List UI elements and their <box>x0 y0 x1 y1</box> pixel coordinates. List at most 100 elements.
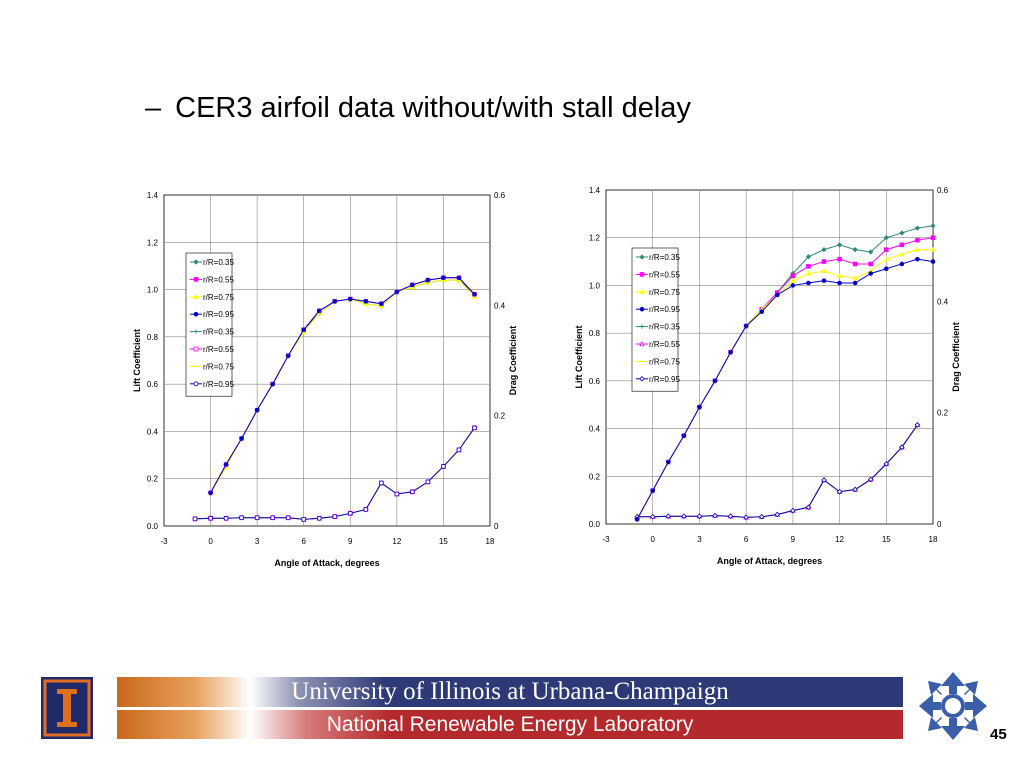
y-tick-label: 0.0 <box>589 520 601 529</box>
legend-entry: r/R=0.95 <box>649 305 680 314</box>
lift-data-point <box>852 280 858 286</box>
lift-data-point <box>790 273 796 279</box>
y2-tick-label: 0.2 <box>494 412 506 421</box>
drag-data-point <box>712 512 718 519</box>
lift-data-point <box>239 436 244 441</box>
lift-data-point <box>868 261 873 267</box>
chart-with-stall-delay: -3 0 3 6 9 12 15 18 0.0 0.2 0.4 0.6 0.8 1.0 1.2 1.4 0 0.2… <box>574 186 961 566</box>
drag-data-point <box>332 514 338 520</box>
x-tick-label: 6 <box>744 535 749 544</box>
drag-data-point <box>836 488 843 495</box>
drag-data-point <box>347 510 353 516</box>
legend-swatch-marker <box>193 381 199 387</box>
x-tick-label: 6 <box>301 537 306 546</box>
legend-swatch-marker <box>639 272 645 277</box>
x-tick-label: 9 <box>348 537 353 546</box>
lift-data-point <box>805 270 812 276</box>
y-tick-label: 0.8 <box>147 333 159 342</box>
legend-entry: r/R=0.75 <box>649 288 680 297</box>
lift-series <box>208 275 477 496</box>
legend-swatch-marker <box>639 376 645 382</box>
legend-entry: r/R=0.35 <box>203 328 234 337</box>
y-tick-label: 0.2 <box>147 475 159 484</box>
drag-series <box>634 422 921 521</box>
lift-data-point <box>270 381 275 387</box>
drag-data-point <box>472 425 477 431</box>
y-tick-label: 1.0 <box>147 286 159 295</box>
drag-data-point <box>363 507 369 512</box>
lift-data-point <box>759 309 764 314</box>
x-tick-label: -3 <box>160 537 168 546</box>
drag-data-point <box>208 515 213 521</box>
drag-data-point <box>410 489 415 495</box>
legend-swatch-marker <box>639 324 645 329</box>
drag-data-point <box>867 476 874 483</box>
y-tick-label: 0.6 <box>589 377 601 386</box>
lift-data-point <box>915 256 920 262</box>
lift-data-point <box>634 516 640 522</box>
drag-data-point <box>456 447 462 453</box>
x-axis-title: Angle of Attack, degrees <box>717 556 822 566</box>
drag-data-point <box>821 477 827 483</box>
y-tick-label: 0.6 <box>147 380 159 389</box>
legend-entry: r/R=0.55 <box>203 345 234 354</box>
y2-axis-title: Drag Coefficient <box>508 326 518 396</box>
drag-data-point <box>239 515 244 521</box>
drag-data-point <box>727 513 734 519</box>
chart-without-stall-delay: -3 0 3 6 9 12 15 18 0.0 0.2 0.4 0.6 0.8 1.0 1.2 1.4 0 0.2… <box>132 191 518 568</box>
y-tick-label: 1.4 <box>147 191 159 200</box>
lift-data-point <box>821 278 827 283</box>
lift-series <box>634 256 936 522</box>
lift-data-point <box>852 247 858 253</box>
drag-data-point <box>316 515 322 521</box>
banner-university: University of Illinois at Urbana-Champai… <box>117 677 903 707</box>
lift-series-line <box>210 277 475 494</box>
lift-data-point <box>806 264 811 269</box>
lift-data-point <box>301 327 306 333</box>
lift-data-point <box>899 251 905 257</box>
lift-data-point <box>868 271 873 276</box>
legend-swatch-marker <box>639 254 645 260</box>
lift-data-point <box>914 246 921 252</box>
lift-data-point <box>472 292 477 297</box>
legend-entry: r/R=0.35 <box>649 253 680 262</box>
lift-data-point <box>915 237 920 243</box>
y2-tick-label: 0.4 <box>937 297 949 306</box>
x-tick-label: 18 <box>929 535 938 544</box>
lift-data-point <box>899 261 905 267</box>
x-tick-label: 15 <box>439 537 448 546</box>
y-axis-title: Lift Coefficient <box>574 326 584 389</box>
y2-axis-title: Drag Coefficient <box>951 322 961 392</box>
legend: r/R=0.35 r/R=0.55 r/R=0.75 r/R=0.95 r/R=0.35… <box>631 247 680 392</box>
lift-data-point <box>208 490 213 496</box>
legend-entry: r/R=0.75 <box>203 362 234 371</box>
lift-data-point <box>821 259 827 264</box>
lift-data-point <box>883 256 889 262</box>
x-tick-label: 12 <box>835 535 844 544</box>
lift-data-point <box>363 299 369 304</box>
x-axis-title: Angle of Attack, degrees <box>274 558 379 568</box>
drag-data-point <box>649 513 656 520</box>
lift-data-point <box>821 268 827 274</box>
drag-data-point <box>270 515 276 521</box>
legend-box <box>185 252 233 397</box>
slide-title: – CER3 airfoil data without/with stall de… <box>145 92 691 125</box>
lift-data-point <box>790 277 796 283</box>
nrel-logo <box>919 672 987 740</box>
drag-data-point <box>774 511 781 518</box>
drag-data-point <box>883 461 890 467</box>
lift-data-point <box>852 261 858 267</box>
lift-data-point <box>806 280 811 286</box>
x-tick-label: 0 <box>650 535 655 544</box>
page-number: 45 <box>990 726 1007 743</box>
drag-data-point <box>285 515 291 521</box>
footer-banner: University of Illinois at Urbana-Champai… <box>117 677 903 739</box>
drag-data-point <box>425 479 431 485</box>
illinois-logo <box>41 677 93 739</box>
lift-data-point <box>821 247 827 253</box>
lift-data-point <box>394 289 400 295</box>
legend-entry: r/R=0.55 <box>649 340 680 349</box>
drag-data-point <box>665 513 672 519</box>
x-tick-label: 9 <box>791 535 796 544</box>
banner-nrel: National Renewable Energy Laboratory <box>117 710 903 739</box>
